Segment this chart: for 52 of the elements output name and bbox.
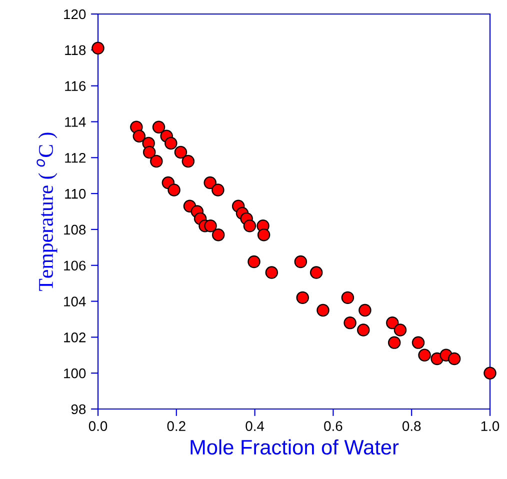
- point: [164, 136, 178, 150]
- point: [294, 255, 308, 268]
- y-tick-label: 108: [64, 224, 86, 235]
- point: [168, 184, 180, 196]
- point: [257, 228, 270, 242]
- point: [182, 154, 195, 168]
- y-tick-label: 100: [64, 368, 86, 378]
- point: [357, 324, 370, 336]
- point: [248, 255, 260, 268]
- x-tick-label: 0.4: [246, 421, 264, 432]
- x-tick-label: 1.0: [481, 421, 500, 432]
- point: [152, 120, 166, 134]
- y-tick-label: 110: [65, 188, 86, 199]
- x-tick-label: 0.2: [167, 421, 186, 432]
- point: [448, 352, 461, 366]
- x-tick-label: 0.8: [402, 421, 421, 432]
- point: [174, 146, 188, 159]
- point: [212, 228, 225, 242]
- point: [142, 146, 156, 159]
- point: [132, 130, 146, 142]
- y-axis-title: Temperature ( $^{o}$C ): [36, 132, 58, 291]
- point: [344, 316, 356, 330]
- y-tick-label: 106: [64, 260, 86, 271]
- point: [386, 316, 399, 330]
- y-tick-label: 118: [65, 45, 86, 56]
- point: [316, 304, 330, 317]
- point: [341, 291, 354, 304]
- x-tick-label: 0.0: [88, 421, 108, 432]
- x-tick-label: 0.6: [324, 421, 342, 432]
- point: [92, 42, 104, 54]
- y-tick-label: 104: [64, 296, 86, 306]
- point: [418, 348, 431, 362]
- x-axis-title: Mole Fraction of Water: [190, 439, 399, 455]
- point: [296, 291, 309, 304]
- point: [412, 336, 425, 349]
- y-tick-label: 98: [71, 404, 86, 414]
- point: [150, 154, 163, 168]
- y-tick-label: 112: [65, 152, 86, 163]
- y-tick-label: 102: [64, 332, 86, 342]
- point: [212, 184, 224, 196]
- point: [310, 266, 323, 279]
- point: [204, 176, 216, 190]
- y-tick-label: 114: [65, 117, 86, 127]
- point: [265, 266, 278, 279]
- y-tick-label: 120: [64, 9, 86, 20]
- y-tick-label: 116: [65, 81, 86, 91]
- point: [358, 304, 372, 317]
- point: [243, 220, 256, 232]
- point: [204, 220, 217, 232]
- point: [484, 366, 496, 380]
- point: [388, 336, 401, 349]
- point: [394, 324, 407, 336]
